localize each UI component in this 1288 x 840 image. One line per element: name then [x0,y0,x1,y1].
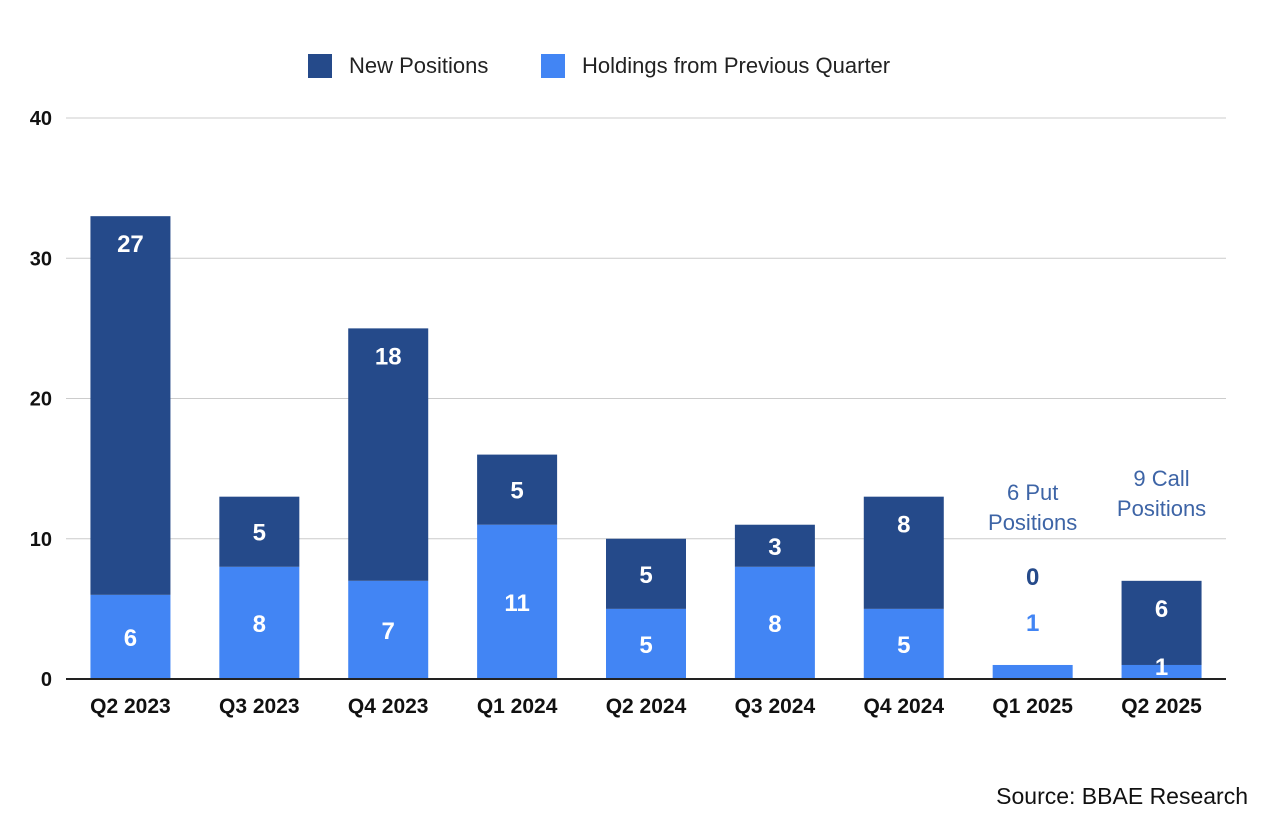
data-label-holdings: 11 [504,590,529,617]
bar-new-positions [863,496,944,609]
x-tick-label: Q2 2024 [606,695,687,718]
source-note: Source: BBAE Research [996,783,1248,809]
y-tick-label: 20 [30,389,52,411]
data-labels: 6 27 8 5 7 18 11 5 5 5 8 3 5 8 1 0 1 6 [117,231,1168,681]
bar-holdings [477,524,558,679]
legend-label: New Positions [349,53,488,78]
x-tick-label: Q4 2024 [863,695,944,718]
chart-legend: New Positions Holdings from Previous Quar… [308,53,890,78]
bar-new-positions [606,538,686,609]
data-label-new-positions: 5 [639,562,652,589]
data-label-holdings: 1 [1155,654,1168,681]
bar-new-positions [477,454,558,525]
legend-swatch [308,54,332,78]
annotation-text: Positions [988,510,1077,535]
annotations: 6 Put Positions 9 Call Positions [988,466,1206,535]
x-tick-label: Q3 2023 [219,695,300,718]
data-label-holdings: 5 [639,632,652,659]
bar-holdings [734,566,815,679]
x-tick-label: Q3 2024 [735,695,816,718]
bar-holdings [863,608,944,679]
data-label-holdings: 1 [1026,610,1039,637]
y-tick-label: 40 [30,108,52,130]
bar-holdings [348,580,429,679]
gridlines [66,117,1226,540]
y-tick-label: 0 [41,669,52,691]
bar-new-positions [734,524,815,567]
data-label-new-positions: 5 [253,520,266,547]
annotation-text: 6 Put [1007,480,1058,505]
data-label-new-positions: 3 [768,534,781,561]
data-label-holdings: 5 [897,632,910,659]
data-label-holdings: 8 [253,611,266,638]
bar-holdings [90,594,171,679]
annotation-text: Positions [1117,496,1206,521]
bar-new-positions [1121,580,1202,665]
data-label-holdings: 8 [768,611,781,638]
annotation-text: 9 Call [1133,466,1189,491]
bar-holdings [606,608,686,679]
data-label-new-positions: 8 [897,512,910,539]
bar-new-positions [219,496,300,567]
data-label-new-positions: 0 [1026,564,1039,591]
legend-label: Holdings from Previous Quarter [582,53,890,78]
data-label-new-positions: 18 [375,343,402,370]
data-label-new-positions: 27 [117,231,144,258]
y-tick-label: 30 [30,248,52,270]
x-axis: Q2 2023 Q3 2023 Q4 2023 Q1 2024 Q2 2024 Q3 20… [66,678,1226,718]
x-tick-label: Q2 2023 [90,695,171,718]
data-label-new-positions: 5 [510,478,523,505]
data-label-new-positions: 6 [1155,596,1168,623]
bar-new-positions [90,216,171,595]
y-tick-label: 10 [30,529,52,551]
data-label-holdings: 7 [382,618,395,645]
bar-new-positions [348,328,429,581]
x-tick-label: Q2 2025 [1121,695,1202,718]
bars [90,216,1202,679]
x-tick-label: Q1 2024 [477,695,558,718]
data-label-holdings: 6 [124,625,137,652]
x-tick-label: Q1 2025 [992,695,1073,718]
bar-holdings [219,566,300,679]
x-tick-label: Q4 2023 [348,695,429,718]
y-axis: 0 10 20 30 40 [30,108,52,691]
bar-holdings [992,664,1073,679]
bar-holdings [1121,664,1202,679]
legend-swatch [541,54,565,78]
